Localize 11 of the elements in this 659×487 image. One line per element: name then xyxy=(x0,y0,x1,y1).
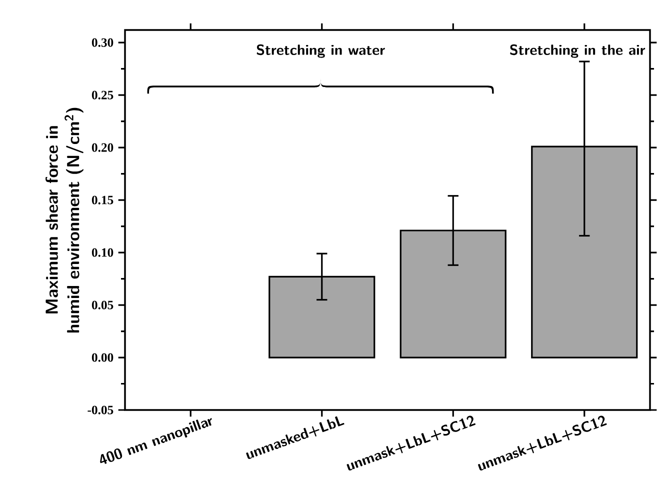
y-tick-label: 0.00 xyxy=(92,353,114,362)
y-tick-label: -0.05 xyxy=(88,406,114,414)
y-axis-title: Maximum shear force in humid environment (N/cm$^{2}$) xyxy=(46,108,84,333)
y-tick-label: 0.05 xyxy=(92,300,114,310)
y-tick-label: 0.30 xyxy=(92,38,114,47)
annotation: Stretching in water xyxy=(256,44,385,58)
y-tick-label: 0.20 xyxy=(92,143,114,152)
y-tick-label: 0.10 xyxy=(92,248,114,257)
y-tick-label: 0.25 xyxy=(92,90,114,100)
y-tick-label: 0.15 xyxy=(92,196,114,204)
annotation: Stretching in the air xyxy=(510,44,646,58)
